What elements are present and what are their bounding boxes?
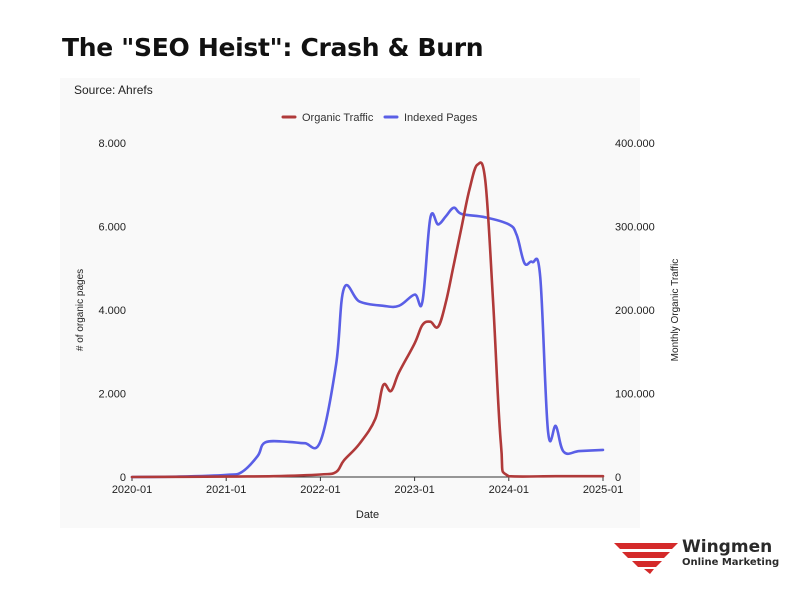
x-axis-label: Date bbox=[356, 509, 379, 521]
x-tick-label: 2022-01 bbox=[300, 484, 340, 496]
y-right-tick-label: 0 bbox=[615, 472, 621, 484]
y-left-tick-label: 8.000 bbox=[98, 138, 126, 150]
x-tick-label: 2024-01 bbox=[489, 484, 529, 496]
y-left-tick-label: 2.000 bbox=[98, 389, 126, 401]
y-right-axis-label: Monthly Organic Traffic bbox=[670, 259, 681, 362]
y-right-tick-label: 300.000 bbox=[615, 222, 655, 234]
page-title: The "SEO Heist": Crash & Burn bbox=[62, 33, 484, 62]
source-note: Source: Ahrefs bbox=[74, 83, 153, 97]
y-right-tick-label: 400.000 bbox=[615, 138, 655, 150]
y-left-axis-label: # of organic pages bbox=[75, 269, 86, 351]
axes: 2020-01 2021-01 2022-01 2023-01 2024-01 2025-… bbox=[75, 138, 681, 521]
series-layer bbox=[130, 161, 605, 479]
legend: Organic Traffic Indexed Pages bbox=[281, 112, 478, 124]
brand-logo: Wingmen Online Marketing bbox=[612, 537, 792, 577]
x-tick-label: 2023-01 bbox=[394, 484, 434, 496]
x-tick-label: 2025-01 bbox=[583, 484, 623, 496]
legend-label-1: Organic Traffic bbox=[302, 112, 374, 124]
y-left-tick-label: 4.000 bbox=[98, 305, 126, 317]
brand-name: Wingmen bbox=[682, 537, 773, 557]
wing-logo-icon bbox=[614, 543, 678, 574]
y-left-tick-label: 0 bbox=[120, 472, 126, 484]
series-line-indexed-pages bbox=[130, 206, 605, 479]
x-tick-label: 2021-01 bbox=[206, 484, 246, 496]
brand-subtitle: Online Marketing bbox=[682, 557, 780, 568]
x-tick-label: 2020-01 bbox=[112, 484, 152, 496]
y-left-tick-label: 6.000 bbox=[98, 222, 126, 234]
y-right-tick-label: 100.000 bbox=[615, 389, 655, 401]
series-line-organic-traffic bbox=[130, 161, 605, 479]
y-right-tick-label: 200.000 bbox=[615, 305, 655, 317]
legend-label-2: Indexed Pages bbox=[404, 112, 478, 124]
